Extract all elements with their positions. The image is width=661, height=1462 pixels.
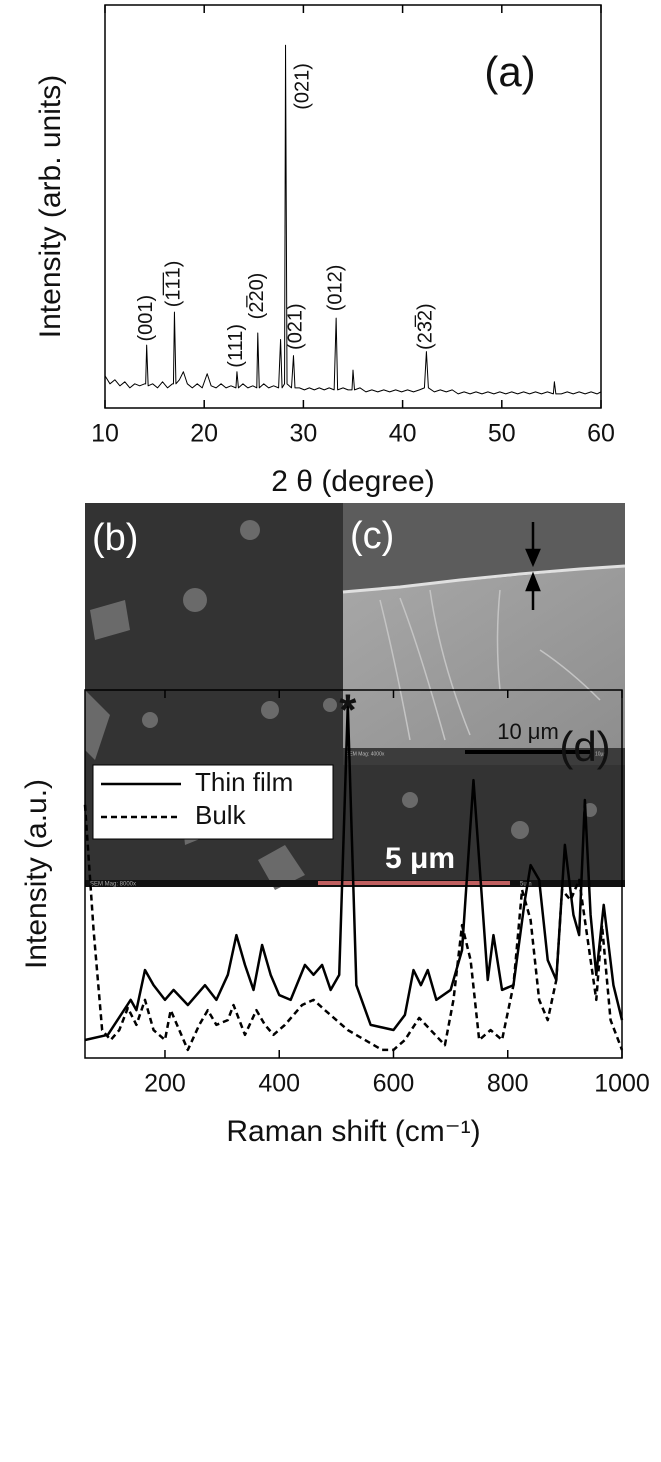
x-tick-label: 200 [144,1070,186,1098]
x-tick-label: 800 [487,1070,529,1098]
peak-label: (021) [292,63,314,110]
panel-label: (d) [559,723,610,770]
peak-label: (2̅20) [245,273,268,320]
peak-label: (012) [324,265,346,312]
sem-footer-scale: 5um [520,882,532,888]
panel-label: (b) [92,517,138,559]
x-tick-label: 50 [488,420,516,448]
x-tick-label: 10 [91,420,119,448]
plot-frame [104,4,602,409]
x-tick-label: 20 [190,420,218,448]
sem-image-c: (c) 10 μm SEM Mag: 4000x 10µm [342,503,626,765]
peak-label: (1̅1̅1) [162,261,185,308]
scale-bar [318,881,510,885]
annotation: * [339,686,357,735]
x-axis-label: Raman shift (cm⁻¹) [226,1115,480,1148]
sem-footer-scale: 10µm [595,751,608,757]
x-tick-label: 40 [389,420,417,448]
peak-label: (021) [285,303,307,350]
x-tick-label: 400 [258,1070,300,1098]
legend-label: Thin film [195,767,293,797]
sem-footer-text: SEM Mag: 8000x [90,882,136,888]
data-line [83,804,624,1052]
x-tick-label: 30 [289,420,317,448]
panel-label: (a) [484,48,535,95]
peak-label: (23̅2) [414,303,437,350]
plot-frame [84,689,623,1059]
panel-label: (c) [350,515,394,557]
peak-label: (111) [225,324,247,368]
film-edge [342,564,626,594]
scale-bar [465,750,590,754]
thickness-arrows [525,522,541,610]
x-tick-label: 600 [373,1070,415,1098]
sem-footer-text: SEM Mag: 4000x [346,751,385,757]
data-line [104,44,602,395]
y-axis-label: Intensity (a.u.) [20,779,53,969]
y-axis-label: Intensity (arb. units) [34,75,67,338]
x-axis-label: 2 θ (degree) [271,465,434,498]
x-tick-label: 1000 [594,1070,650,1098]
peak-label: (001) [135,295,157,342]
fracture-lines [379,589,601,741]
cross-section [343,566,625,748]
x-tick-label: 60 [587,420,615,448]
scale-bar-label: 5 μm [385,842,455,875]
legend-label: Bulk [195,800,247,830]
legend-box [92,764,334,840]
scale-bar-label: 10 μm [497,719,559,744]
